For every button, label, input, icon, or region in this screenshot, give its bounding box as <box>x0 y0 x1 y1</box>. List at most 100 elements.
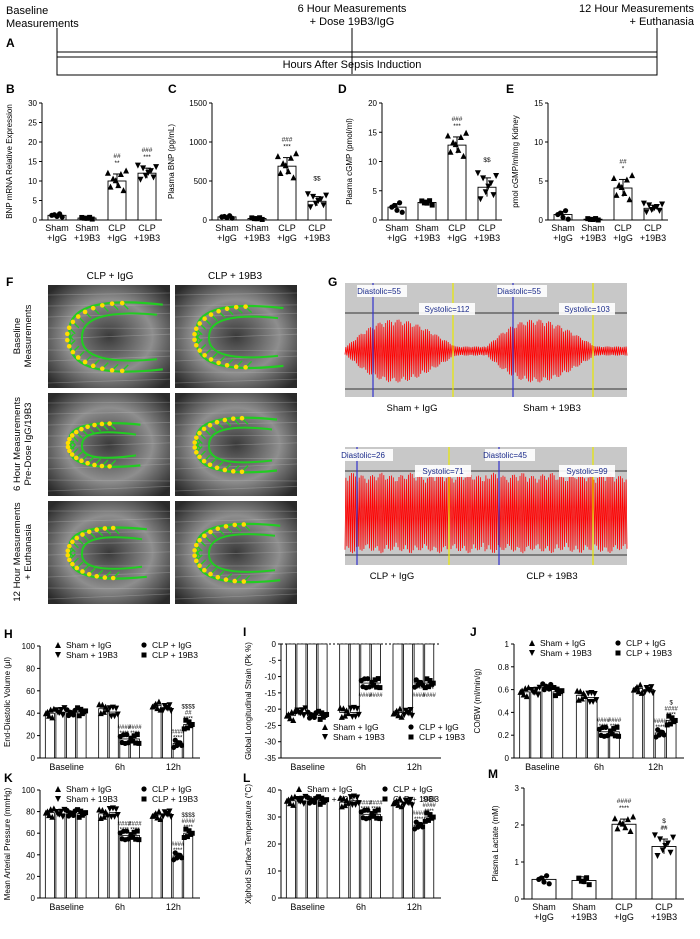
data-point <box>377 816 383 822</box>
significance-label: #### <box>182 819 196 825</box>
legend-marker <box>55 642 61 648</box>
data-point <box>407 706 414 713</box>
data-point <box>352 713 359 720</box>
significance-label: $$$$ <box>182 704 196 710</box>
category-label: +19B3 <box>244 233 270 243</box>
data-point <box>544 873 550 879</box>
data-point <box>124 828 130 834</box>
significance-label: ## <box>185 710 192 716</box>
data-point <box>345 799 352 806</box>
panel-letter: M <box>488 767 498 781</box>
data-point <box>125 740 131 746</box>
tracking-point <box>208 571 213 577</box>
significance-label: **** <box>173 848 183 854</box>
data-point <box>646 202 653 209</box>
significance-label: **** <box>655 725 665 731</box>
bar <box>413 824 424 899</box>
legend-marker <box>55 796 61 802</box>
data-point <box>626 196 633 203</box>
tracking-point <box>230 469 236 474</box>
category-label: +IgG <box>47 233 67 243</box>
tracking-point <box>216 308 221 314</box>
tracking-point <box>74 535 80 541</box>
data-point <box>131 733 137 739</box>
y-tick-label: 40 <box>26 851 35 860</box>
echo-texture <box>47 479 171 482</box>
y-tick-label: 5 <box>539 177 544 186</box>
echo-texture <box>174 593 298 600</box>
data-point <box>101 813 107 820</box>
data-point <box>312 200 319 207</box>
data-point <box>424 676 430 682</box>
data-point <box>659 847 666 854</box>
data-point <box>342 712 348 719</box>
legend-marker <box>529 650 535 656</box>
y-tick-label: 1500 <box>189 99 207 108</box>
pressure-trace: Diastolic=45 Systolic=99 CLP + 19B3 <box>483 447 628 582</box>
systolic-label: Systolic=103 <box>564 305 610 314</box>
row-label: Pre-Dose IgG/19B3 <box>23 403 34 486</box>
significance-label: ## <box>660 825 668 832</box>
significance-label: **** <box>599 724 609 730</box>
echo-texture <box>174 349 298 352</box>
data-point <box>83 708 89 714</box>
data-point <box>585 216 591 222</box>
data-point <box>419 198 425 204</box>
data-point <box>460 152 467 159</box>
echo-texture <box>47 435 171 437</box>
data-point <box>661 732 667 738</box>
data-point <box>375 676 381 682</box>
significance-label: $$ <box>483 157 491 164</box>
tracking-point <box>73 455 79 461</box>
tracking-point <box>109 301 115 306</box>
data-point <box>611 726 617 732</box>
significance-label: #### <box>118 725 132 731</box>
tracking-point <box>223 524 229 529</box>
tracking-point <box>70 319 76 325</box>
significance-label: #### <box>423 693 437 699</box>
data-point <box>393 707 400 714</box>
data-point <box>323 192 330 199</box>
tracking-point <box>243 304 248 309</box>
data-point <box>136 740 142 746</box>
y-tick-label: 60 <box>26 687 35 696</box>
data-point <box>287 154 294 161</box>
y-tick-label: 15 <box>28 158 37 167</box>
data-point <box>614 825 621 832</box>
data-point <box>427 198 433 204</box>
pressure-trace: Diastolic=26 Systolic=71 CLP + IgG <box>341 447 488 582</box>
data-point <box>290 801 297 808</box>
legend-label: Sham + IgG <box>66 640 112 650</box>
data-point <box>482 189 489 196</box>
column-title: CLP + IgG <box>87 271 134 282</box>
y-tick-label: -30 <box>264 738 276 747</box>
chart-i: 0 -5 -10 -15 -20 -25 -30 -35 Global Longitudinal… <box>243 625 465 772</box>
category-label: CLP <box>615 902 633 912</box>
significance-label: #### <box>653 719 667 725</box>
echo-texture <box>174 378 298 384</box>
data-point <box>653 204 660 211</box>
label-box <box>357 285 407 297</box>
category-label: +19B3 <box>580 233 606 243</box>
category-label: Sham <box>532 902 556 912</box>
data-point <box>150 174 157 181</box>
y-tick-label: 20 <box>368 99 377 108</box>
bar <box>349 800 360 899</box>
data-point <box>115 182 122 189</box>
data-point <box>365 807 371 813</box>
row-label: 12 Hour Measurements <box>12 502 23 602</box>
label-box <box>559 303 615 315</box>
data-point <box>181 835 187 841</box>
pressure-trace: Diastolic=55 Systolic=103 Sham + 19B3 <box>484 283 628 414</box>
panel-f: F CLP + IgG CLP + 19B3 Baseline Measurements… <box>6 271 298 604</box>
data-point <box>311 714 317 720</box>
bar <box>552 691 564 759</box>
category-label: CLP <box>138 223 156 233</box>
tracking-point <box>90 363 96 369</box>
data-point <box>409 802 416 809</box>
echo-texture <box>174 518 298 523</box>
data-point <box>613 191 620 198</box>
significance-label: ### <box>142 147 153 154</box>
timepoint-label: 6h <box>594 762 604 772</box>
tracking-point <box>73 429 79 435</box>
